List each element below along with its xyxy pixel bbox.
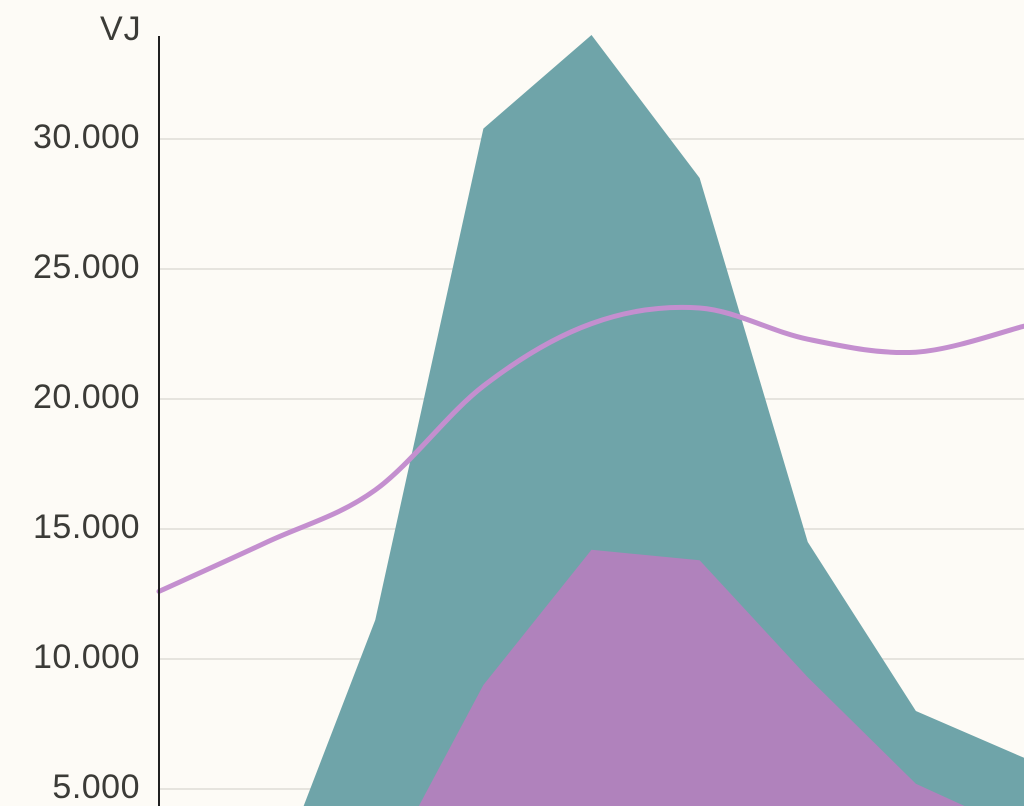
y-tick-label: 25.000 xyxy=(33,248,140,287)
y-tick-label: 10.000 xyxy=(33,638,140,677)
y-tick-label: 5.000 xyxy=(52,768,140,806)
chart-series-svg xyxy=(0,0,1024,806)
y-axis-title: VJ xyxy=(100,10,142,49)
y-tick-label: 20.000 xyxy=(33,378,140,417)
chart-container: VJ 30.000 25.000 20.000 15.000 10.000 5.000 xyxy=(0,0,1024,806)
y-tick-label: 15.000 xyxy=(33,508,140,547)
y-tick-label: 30.000 xyxy=(33,118,140,157)
y-axis-line xyxy=(158,36,160,806)
